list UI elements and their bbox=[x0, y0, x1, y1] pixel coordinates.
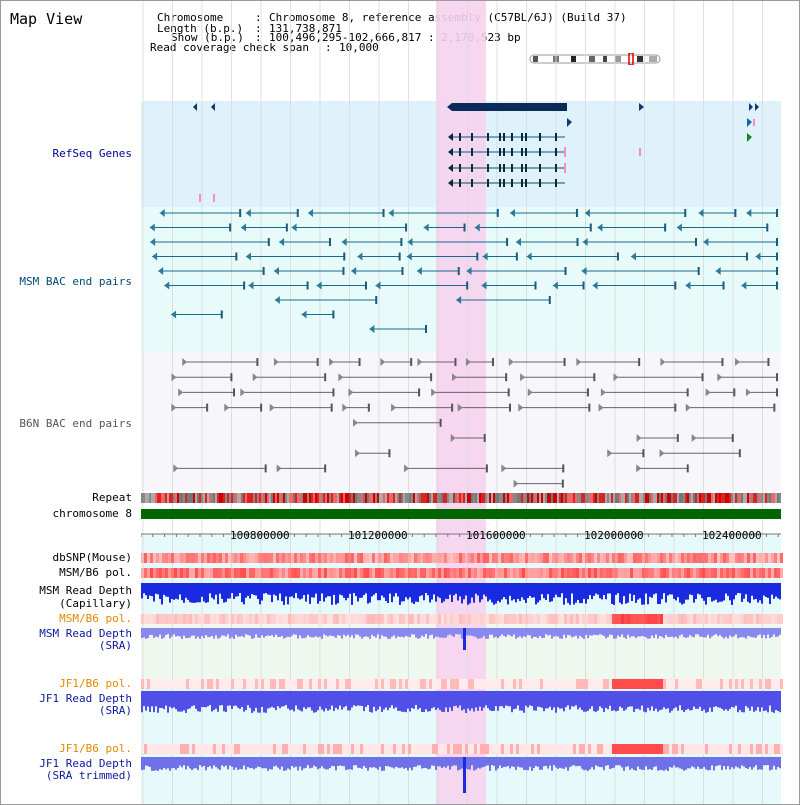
header-coverage-key: Read coverage check span bbox=[150, 41, 309, 54]
msm-b6-pol-heat-track-2[interactable] bbox=[141, 614, 783, 624]
axis-tick-label: 100800000 bbox=[230, 529, 290, 542]
header-colon-3: : bbox=[255, 31, 262, 44]
repeat-track[interactable] bbox=[141, 493, 781, 503]
track-label-msm-b6-pol-2: MSM/B6 pol. bbox=[59, 612, 132, 625]
msm-capillary-depth-track[interactable] bbox=[141, 583, 781, 605]
track-label-jf1-depth-sra-2: (SRA) bbox=[98, 704, 132, 717]
axis-tick-label: 102000000 bbox=[584, 529, 644, 542]
track-label-msm-b6-pol-1: MSM/B6 pol. bbox=[59, 566, 132, 579]
jf1-b6-pol-heat-track-2[interactable] bbox=[141, 744, 783, 754]
track-label-refseq: RefSeq Genes bbox=[52, 147, 132, 160]
chromosome-bar[interactable] bbox=[141, 509, 781, 519]
header-show-key: Show (b.p.) bbox=[171, 31, 244, 44]
jf1-trimmed-depth-track[interactable] bbox=[141, 757, 781, 793]
track-label-msm-depth-capillary-1: MSM Read Depth bbox=[39, 584, 132, 597]
axis-tick-label: 101600000 bbox=[466, 529, 526, 542]
track-label-b6n-bac: B6N BAC end pairs bbox=[19, 417, 132, 430]
genome-track-area[interactable] bbox=[141, 1, 783, 805]
refseq-genes[interactable] bbox=[193, 103, 759, 202]
track-label-msm-depth-sra-2: (SRA) bbox=[98, 639, 132, 652]
axis-tick-label: 102400000 bbox=[702, 529, 762, 542]
track-label-jf1-b6-pol-2: JF1/B6 pol. bbox=[59, 742, 132, 755]
header-length-value: 131,738,871 bbox=[269, 22, 342, 35]
track-label-msm-depth-capillary-2: (Capillary) bbox=[59, 597, 132, 610]
map-view-title: Map View bbox=[10, 10, 83, 28]
track-label-jf1-depth-trimmed-1: JF1 Read Depth bbox=[39, 757, 132, 770]
header-coverage-value: 10,000 bbox=[339, 41, 379, 54]
chromosome-ideogram[interactable] bbox=[529, 53, 663, 65]
header-colon-2: : bbox=[255, 22, 262, 35]
track-label-dbsnp: dbSNP(Mouse) bbox=[52, 551, 132, 564]
track-label-jf1-depth-trimmed-2: (SRA trimmed) bbox=[45, 769, 132, 782]
track-label-jf1-b6-pol-1: JF1/B6 pol. bbox=[59, 677, 132, 690]
b6n-bac-end-pairs[interactable] bbox=[171, 358, 778, 488]
header-colon-4: : bbox=[325, 41, 332, 54]
msm-b6-pol-heat-track-1[interactable] bbox=[141, 568, 783, 578]
msm-bac-end-pairs[interactable] bbox=[149, 209, 778, 333]
track-label-jf1-depth-sra-1: JF1 Read Depth bbox=[39, 692, 132, 705]
header-chromosome-key: Chromosome bbox=[157, 11, 224, 24]
track-label-msm-depth-sra-1: MSM Read Depth bbox=[39, 627, 132, 640]
header-length-key: Length (b.p.) bbox=[157, 22, 244, 35]
track-label-chromosome: chromosome 8 bbox=[52, 507, 132, 520]
axis-tick-label: 101200000 bbox=[348, 529, 408, 542]
header-colon-1: : bbox=[255, 11, 262, 24]
track-label-repeat: Repeat bbox=[92, 491, 132, 504]
msm-sra-depth-track[interactable] bbox=[141, 628, 781, 650]
axis-ticks bbox=[141, 534, 779, 537]
dbsnp-heat-track[interactable] bbox=[141, 553, 783, 563]
jf1-sra-depth-track[interactable] bbox=[141, 691, 781, 713]
track-label-msm-bac: MSM BAC end pairs bbox=[19, 275, 132, 288]
jf1-b6-pol-heat-track-1[interactable] bbox=[141, 679, 783, 689]
